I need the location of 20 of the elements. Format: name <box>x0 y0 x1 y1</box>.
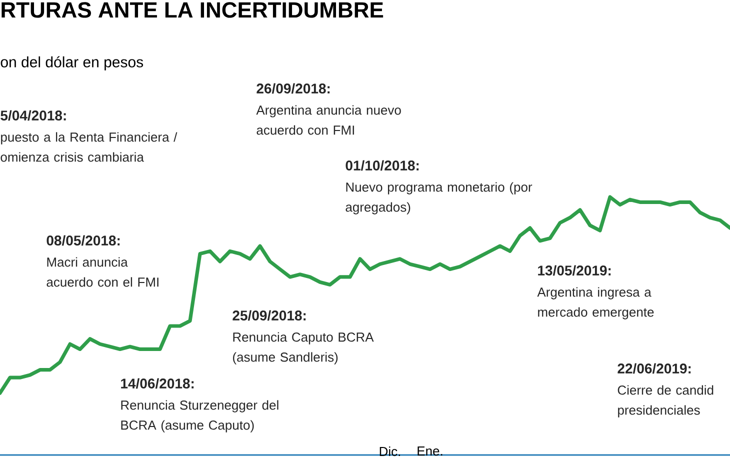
chart-subtitle: on del dólar en pesos <box>0 56 144 70</box>
annotation: Cierre de candid presidenciales <box>618 385 714 418</box>
annotation: Argentina ingresa a mercado emergente <box>537 287 654 320</box>
text: 5/04/2018: <box>0 110 66 121</box>
annotation: Macri anuncia acuerdo con el FMI <box>46 257 158 287</box>
annotation: 08/05/2018: <box>46 235 120 246</box>
annotation: Nuevo programa monetario (por agregados) <box>346 182 532 214</box>
annotation: 14/06/2018: <box>121 378 194 389</box>
annotation: Renuncia Caputo BCRA (asume Sandleris) <box>233 332 374 364</box>
annotation: 22/06/2019: <box>618 363 691 374</box>
annotation: 13/05/2019: <box>538 265 611 276</box>
chart-title: RTURAS ANTE LA INCERTIDUMBRE <box>2 2 384 18</box>
text: Argentina anuncia nuevo acuerdo con FMI <box>256 105 401 135</box>
annotation: Renuncia Sturzenegger del BCRA (asume Caputo) <box>121 400 278 432</box>
text: puesto a la Renta Financiera / omienza crisis cambiaria <box>0 132 178 162</box>
annotation: 25/09/2018: <box>232 310 306 321</box>
text: 26/09/2018: <box>256 83 330 94</box>
text: 01/10/2018: <box>346 160 419 171</box>
x-tick-label: Dic. <box>380 446 400 456</box>
x-tick-label: Ene. <box>418 446 442 456</box>
